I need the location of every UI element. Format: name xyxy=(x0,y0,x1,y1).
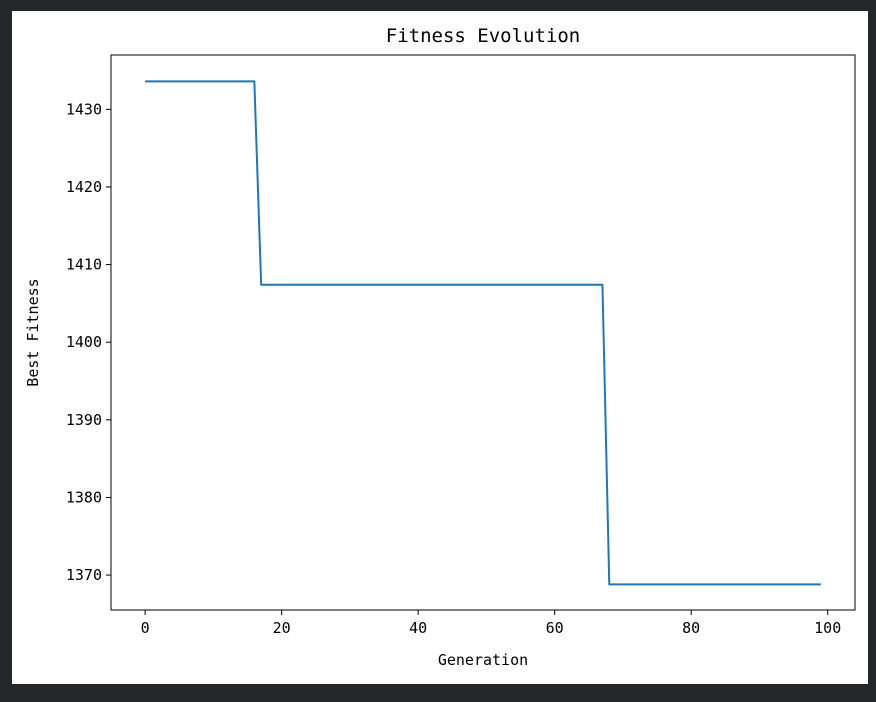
figure-canvas: 0 20 40 60 80 100 1370 1380 1390 1400 1410 1420 143… xyxy=(12,11,868,684)
x-tick-label: 40 xyxy=(409,619,427,637)
x-axis-ticks: 0 20 40 60 80 100 xyxy=(141,610,841,637)
y-tick-label: 1400 xyxy=(66,333,102,351)
y-axis-label: Best Fitness xyxy=(24,278,42,386)
x-tick-label: 0 xyxy=(141,619,150,637)
fitness-chart: 0 20 40 60 80 100 1370 1380 1390 1400 1410 1420 143… xyxy=(24,25,856,669)
y-tick-label: 1390 xyxy=(66,411,102,429)
x-axis-label: Generation xyxy=(438,651,528,669)
y-tick-label: 1420 xyxy=(66,178,102,196)
y-tick-label: 1370 xyxy=(66,566,102,584)
x-tick-label: 20 xyxy=(273,619,291,637)
y-tick-label: 1410 xyxy=(66,256,102,274)
y-tick-label: 1380 xyxy=(66,488,102,506)
chart-title: Fitness Evolution xyxy=(386,25,580,47)
axes-frame xyxy=(110,54,856,611)
x-tick-label: 60 xyxy=(546,619,564,637)
x-tick-label: 100 xyxy=(814,619,841,637)
x-tick-label: 80 xyxy=(682,619,700,637)
series-layer xyxy=(145,80,821,586)
series-line xyxy=(145,80,821,586)
y-tick-label: 1430 xyxy=(66,100,102,118)
y-axis-ticks: 1370 1380 1390 1400 1410 1420 1430 xyxy=(66,100,111,584)
